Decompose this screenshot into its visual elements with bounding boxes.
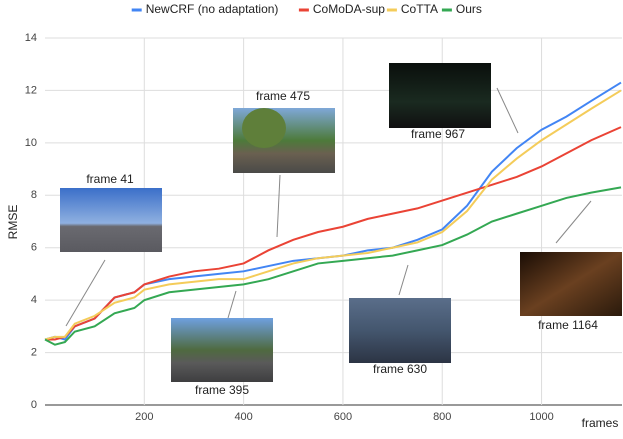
thumbnail bbox=[389, 63, 491, 128]
annotation: frame 630 bbox=[373, 362, 427, 376]
thumbnail bbox=[60, 188, 162, 252]
arrow bbox=[65, 259, 106, 327]
arrow bbox=[496, 87, 519, 134]
annotation: frame 1164 bbox=[538, 318, 598, 332]
tree bbox=[242, 108, 286, 148]
legend-label: CoMoDA-sup bbox=[313, 2, 385, 16]
y-tick-label: 10 bbox=[25, 137, 37, 149]
arrow bbox=[227, 290, 237, 319]
x-tick-label: 400 bbox=[234, 411, 252, 423]
arrow bbox=[276, 174, 281, 238]
arrows bbox=[65, 87, 592, 327]
y-tick-label: 12 bbox=[25, 84, 37, 96]
y-axis-label: RMSE bbox=[6, 205, 20, 240]
thumbnail bbox=[520, 252, 622, 316]
thumbnails bbox=[60, 63, 622, 382]
x-tick-label: 1000 bbox=[529, 411, 553, 423]
thumbnail bbox=[171, 318, 273, 382]
arrow bbox=[555, 200, 592, 244]
annotations: frame 41 frame 475 frame 967 frame 395 frame… bbox=[86, 89, 598, 397]
y-tick-label: 4 bbox=[31, 294, 37, 306]
y-tick-label: 6 bbox=[31, 242, 37, 254]
thumbnail bbox=[349, 298, 451, 363]
x-tick-label: 800 bbox=[433, 411, 451, 423]
y-tick-label: 14 bbox=[25, 32, 37, 44]
x-tick-label: 600 bbox=[334, 411, 352, 423]
annotation: frame 41 bbox=[86, 172, 134, 186]
legend-label: CoTTA bbox=[401, 2, 438, 16]
legend-label: NewCRF (no adaptation) bbox=[146, 2, 279, 16]
annotation: frame 967 bbox=[411, 127, 465, 141]
x-tick-label: 200 bbox=[135, 411, 153, 423]
annotation: frame 475 bbox=[256, 89, 310, 103]
lines bbox=[44, 81, 622, 346]
series-line bbox=[44, 186, 622, 346]
y-tick-label: 2 bbox=[31, 346, 37, 358]
y-tick-label: 8 bbox=[31, 189, 37, 201]
arrow bbox=[398, 264, 409, 296]
x-axis-label: frames bbox=[582, 416, 619, 430]
annotation: frame 395 bbox=[195, 383, 249, 397]
y-tick-label: 0 bbox=[31, 399, 37, 411]
legend: NewCRF (no adaptation) CoMoDA-sup CoTTA Our… bbox=[131, 2, 482, 16]
legend-label: Ours bbox=[456, 2, 482, 16]
series-line bbox=[44, 89, 622, 341]
